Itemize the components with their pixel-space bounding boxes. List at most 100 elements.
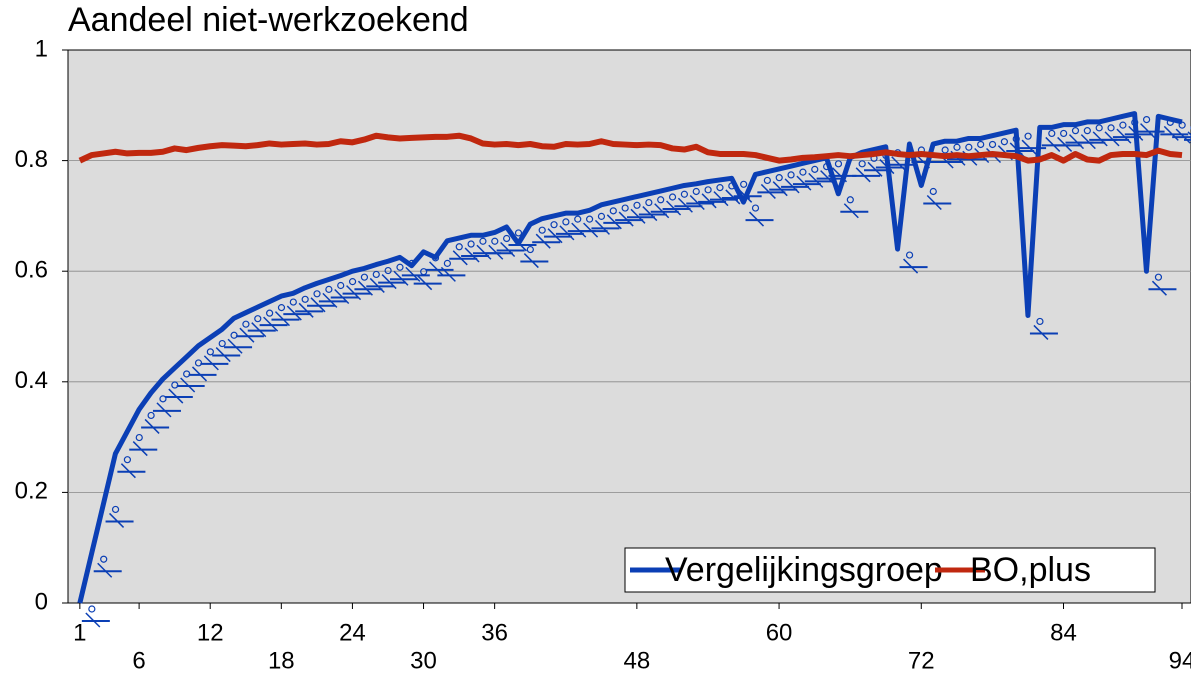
marker-part [594,219,610,235]
series-line [77,111,1183,604]
marker-part [953,143,961,151]
marker-part [823,163,831,171]
point-marker [212,339,241,363]
point-marker [378,266,407,290]
point-marker [733,180,762,203]
marker-part [796,175,812,191]
point-marker [757,176,786,199]
marker-part [274,311,290,327]
marker-part [1119,121,1127,129]
marker-part [609,207,617,215]
marker-part [408,259,416,267]
point-marker [792,168,821,191]
marker-part [523,253,539,269]
marker-part [834,160,843,168]
marker-part [879,159,895,175]
marker-part [692,187,700,196]
point-marker [461,240,490,263]
point-marker [520,245,549,269]
point-marker [899,251,928,274]
y-tick-label: 0 [35,588,48,615]
marker-part [1083,127,1091,135]
marker-part [1060,129,1068,138]
point-marker [342,278,371,301]
point-marker [1018,132,1047,155]
marker-part [1116,128,1132,144]
marker-part [310,297,326,313]
marker-part [831,167,847,183]
marker-part [1128,125,1144,141]
point-marker [1112,121,1141,144]
x-tick-label: 84 [1050,619,1077,646]
marker-part [784,178,800,194]
marker-part [1000,138,1008,146]
point-marker [129,433,158,457]
marker-part [728,182,736,190]
marker-part [132,441,148,457]
marker-part [263,316,279,332]
y-tick-label: 0.6 [15,257,48,284]
marker-part [500,241,516,258]
marker-part [1068,134,1085,150]
marker-part [1178,121,1186,129]
point-marker [401,259,430,282]
point-marker [152,395,181,418]
marker-part [1092,131,1108,147]
point-marker [840,196,869,219]
marker-part [526,245,534,254]
marker-part [867,161,883,177]
point-marker [1029,317,1058,340]
y-tick-label: 0.8 [15,146,48,173]
marker-part [429,261,445,277]
point-marker [591,212,620,235]
point-marker [413,268,442,291]
marker-part [511,236,528,252]
marker-part [668,193,677,201]
marker-part [725,189,741,205]
marker-part [550,221,558,229]
y-tick-label: 0.2 [15,478,48,505]
point-marker [662,193,691,216]
marker-part [988,140,997,149]
marker-part [1036,317,1044,326]
point-marker [1006,135,1035,158]
point-marker [852,160,881,183]
point-marker [923,187,952,211]
point-marker [318,285,347,308]
marker-part [180,377,196,393]
marker-part [905,251,914,259]
point-marker [330,281,359,305]
point-marker [449,243,478,266]
marker-part [123,456,132,464]
chart-title: Aandeel niet-werkzoekend [68,1,469,39]
x-tick-label: 94 [1169,647,1191,674]
marker-part [645,198,653,207]
y-tick-label: 1 [35,35,48,62]
marker-part [144,418,160,434]
marker-part [452,250,468,266]
marker-part [286,305,302,321]
marker-part [1107,124,1115,132]
marker-part [277,304,286,312]
marker-part [405,266,421,282]
marker-part [266,309,274,317]
marker-part [642,206,658,222]
marker-part [396,263,404,271]
marker-part [1012,135,1020,143]
marker-part [559,225,575,241]
x-tick-label: 30 [410,647,437,674]
point-marker [1077,127,1106,150]
point-marker [141,411,170,434]
marker-part [811,165,819,173]
point-marker [117,456,146,479]
marker-part [348,278,357,286]
marker-part [680,190,689,198]
marker-part [787,171,795,179]
marker-part [135,433,143,442]
marker-part [357,280,373,296]
point-marker [532,226,561,249]
marker-part [443,259,451,267]
marker-part [467,240,475,248]
marker-part [1021,139,1037,155]
